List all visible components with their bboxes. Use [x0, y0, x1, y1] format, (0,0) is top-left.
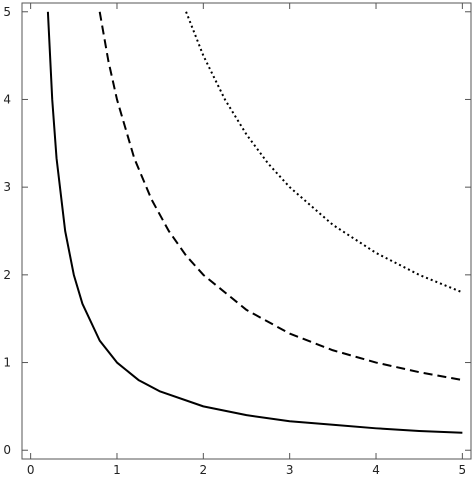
x-tick-label: 2 — [200, 463, 208, 477]
y-tick-label: 2 — [3, 268, 11, 282]
plot-frame — [21, 2, 472, 460]
x-tick-label: 1 — [113, 463, 121, 477]
x-tick-label: 5 — [459, 463, 467, 477]
x-tick-label: 4 — [372, 463, 380, 477]
y-tick-label: 1 — [3, 356, 11, 370]
x-tick-label: 3 — [286, 463, 294, 477]
y-tick-label: 0 — [3, 443, 11, 457]
tick-group — [22, 3, 471, 459]
tick-label-group: 0 1 2 3 4 5 0 1 2 3 4 5 — [3, 5, 466, 477]
y-tick-label: 5 — [3, 5, 11, 19]
series-group — [46, 11, 463, 434]
series-line-dotted — [185, 11, 463, 294]
series-line-dashed — [98, 11, 463, 382]
y-tick-label: 4 — [3, 92, 11, 106]
series-line-solid — [46, 11, 463, 434]
x-tick-label: 0 — [27, 463, 35, 477]
y-tick-label: 3 — [3, 180, 11, 194]
